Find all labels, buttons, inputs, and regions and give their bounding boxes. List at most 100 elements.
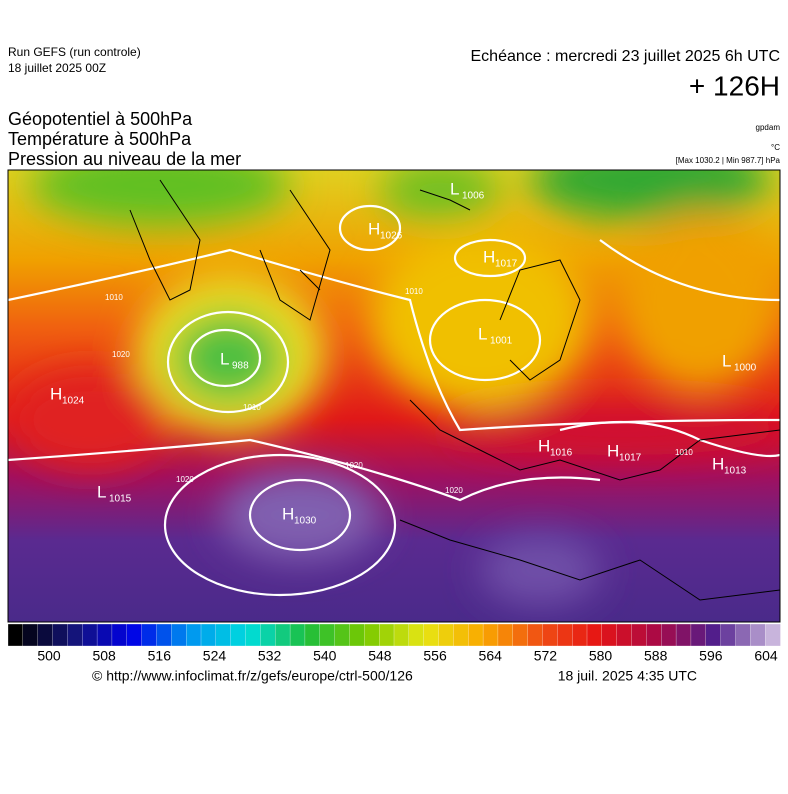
colorbar-swatch	[750, 623, 766, 647]
colorbar-swatch	[186, 623, 202, 647]
colorbar-swatch	[631, 623, 648, 647]
colorbar-swatch	[379, 623, 395, 647]
colorbar-swatch	[542, 623, 558, 647]
isobar-label: 1010	[105, 293, 123, 302]
center-kind: H	[368, 219, 380, 238]
colorbar-swatch	[37, 623, 54, 647]
colorbar-swatch	[96, 623, 113, 647]
colorbar-swatch	[393, 623, 410, 647]
source-url: © http://www.infoclimat.fr/z/gefs/europe…	[92, 668, 413, 684]
pressure-center: L 1015	[97, 482, 132, 504]
colorbar-swatch	[453, 623, 469, 647]
pressure-center: L 1006	[450, 179, 485, 201]
colorbar-swatch	[675, 623, 692, 647]
map	[8, 170, 780, 622]
colorbar-swatch	[171, 623, 187, 647]
colorbar-swatch	[289, 623, 306, 647]
colorbar-swatch	[245, 623, 262, 647]
colorbar-swatch	[557, 623, 573, 647]
colorbar-swatch	[616, 623, 633, 647]
isobar-label: 1020	[112, 350, 130, 359]
colorbar-tick-label: 604	[754, 648, 778, 664]
colorbar-tick-label: 548	[368, 648, 392, 664]
center-value: 1026	[380, 231, 403, 242]
center-kind: H	[607, 441, 619, 460]
colorbar-tick-label: 588	[644, 648, 668, 664]
colorbar-tick-label: 572	[534, 648, 558, 664]
isobar-label: 1020	[345, 461, 363, 470]
colorbar-tick-label: 540	[313, 648, 337, 664]
pressure-center: H 1013	[712, 454, 747, 476]
center-kind: L	[220, 349, 229, 368]
center-kind: H	[483, 247, 495, 266]
colorbar-swatch	[364, 623, 380, 647]
center-value: 1030	[294, 516, 317, 527]
colorbar-swatch	[690, 623, 707, 647]
pressure-center: H 1017	[483, 247, 518, 269]
colorbar-swatch	[82, 623, 98, 647]
colorbar-swatch	[215, 623, 232, 647]
colorbar-tick-label: 508	[92, 648, 116, 664]
center-kind: L	[97, 482, 106, 501]
colorbar-swatch	[705, 623, 722, 647]
center-value: 1001	[490, 336, 513, 347]
colorbar-swatch	[230, 623, 247, 647]
isobar-label: 1010	[675, 448, 693, 457]
pressure-center: H 1016	[538, 436, 573, 458]
colorbar-swatch	[408, 623, 425, 647]
run-date: 18 juillet 2025 00Z	[8, 61, 106, 75]
colorbar-swatch	[22, 623, 39, 647]
center-kind: H	[538, 436, 550, 455]
center-kind: L	[722, 351, 731, 370]
colorbar-swatch	[334, 623, 351, 647]
pressure-center: H 1017	[607, 441, 642, 463]
colorbar-swatch	[260, 623, 276, 647]
center-value: 1000	[734, 363, 757, 374]
isobar-label: 1010	[243, 403, 261, 412]
center-kind: H	[712, 454, 724, 473]
colorbar-swatch	[141, 623, 158, 647]
colorbar-swatch	[497, 623, 514, 647]
pressure-center: H 1024	[50, 384, 85, 406]
colorbar-swatch	[200, 623, 217, 647]
colorbar-swatch	[67, 623, 83, 647]
colorbar-swatch	[527, 623, 544, 647]
unit: [Max 1030.2 | Min 987.7] hPa	[676, 156, 781, 165]
colorbar-swatch	[156, 623, 172, 647]
pressure-center: H 1026	[368, 219, 403, 241]
colorbar-swatch	[275, 623, 291, 647]
colorbar-tick-label: 532	[258, 648, 282, 664]
center-value: 1017	[495, 259, 518, 270]
colorbar-swatch	[586, 623, 603, 647]
colorbar-swatch	[126, 623, 143, 647]
title: Pression au niveau de la mer	[8, 149, 241, 169]
title: Température à 500hPa	[8, 129, 192, 149]
colorbar-swatch	[735, 623, 751, 647]
colorbar-swatch	[423, 623, 440, 647]
center-value: 1024	[62, 396, 85, 407]
colorbar-swatch	[720, 623, 737, 647]
title: Géopotentiel à 500hPa	[8, 109, 193, 129]
colorbar-swatch	[468, 623, 484, 647]
colorbar-swatch	[572, 623, 588, 647]
center-kind: H	[50, 384, 62, 403]
colorbar-swatch	[304, 623, 321, 647]
colorbar-swatch	[7, 623, 24, 647]
colorbar-swatch	[52, 623, 69, 647]
colorbar-swatch	[319, 623, 336, 647]
unit: gpdam	[756, 123, 781, 132]
run: Run GEFS (run controle)	[8, 45, 141, 59]
colorbar-swatch	[482, 623, 499, 647]
center-value: 1006	[462, 191, 485, 202]
colorbar-swatch	[438, 623, 455, 647]
colorbar-swatch	[646, 623, 662, 647]
lead-time: + 126H	[689, 70, 780, 101]
colorbar-swatch	[765, 623, 781, 647]
center-value: 988	[232, 361, 249, 372]
colorbar-tick-label: 564	[479, 648, 503, 664]
center-kind: L	[450, 179, 459, 198]
pressure-center: L 1001	[478, 324, 513, 346]
colorbar-tick-label: 596	[699, 648, 723, 664]
issue-time: 18 juil. 2025 4:35 UTC	[558, 668, 697, 684]
colorbar-tick-label: 516	[148, 648, 172, 664]
